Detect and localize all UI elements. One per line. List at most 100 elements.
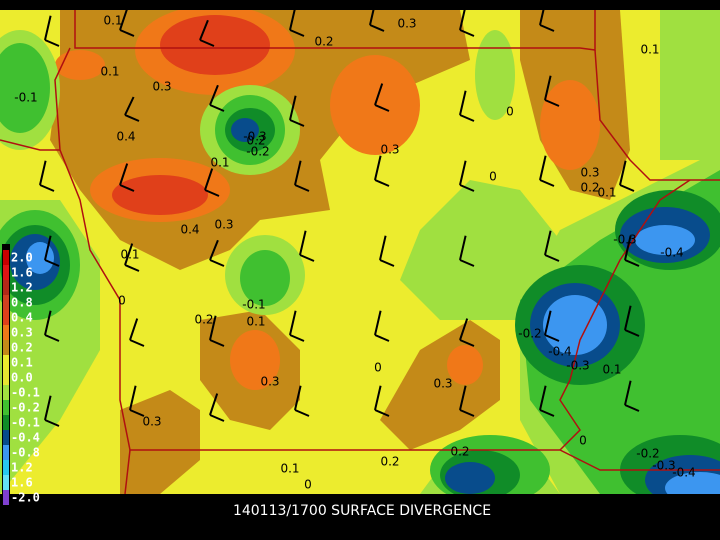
wind-barb (204, 168, 220, 197)
contour-label: 0 (489, 170, 497, 184)
map-title: 140113/1700 SURFACE DIVERGENCE (233, 503, 491, 519)
contour-label: 0.3 (580, 166, 599, 180)
wind-barb (209, 84, 225, 112)
legend-swatch (3, 325, 9, 340)
wind-barb (544, 230, 560, 262)
wind-barb (459, 385, 475, 417)
contour-label: 0.2 (450, 445, 469, 459)
contour-label: -0.4 (548, 345, 571, 359)
legend-swatch (3, 295, 9, 310)
wind-barb (129, 318, 145, 347)
wind-barb (624, 235, 640, 267)
legend-swatch (3, 250, 9, 265)
wind-barb (374, 310, 390, 342)
wind-barb (369, 0, 385, 32)
legend-swatch (3, 265, 9, 280)
legend-swatch (3, 355, 9, 370)
contour-label: 0 (374, 361, 382, 375)
legend-label: -0.1 (11, 416, 40, 430)
contour-label: 0.1 (602, 363, 621, 377)
wind-barb (289, 95, 305, 127)
legend-swatch (3, 445, 9, 460)
contour-label: 0 (579, 434, 587, 448)
legend-swatch (3, 385, 9, 400)
contour-label: -0.3 (652, 459, 675, 473)
wind-barb (299, 230, 315, 262)
contour-label: -0.2 (636, 447, 659, 461)
wind-barb (209, 315, 225, 347)
legend-label: 0.0 (11, 371, 33, 385)
contour-label: 0.2 (314, 35, 333, 49)
wind-barb (44, 395, 60, 427)
legend-swatch (3, 460, 9, 475)
contour-label: -0.3 (613, 233, 636, 247)
wind-barb (209, 393, 225, 422)
wind-barb (289, 310, 305, 342)
contour-label: -0.4 (660, 246, 683, 260)
wind-barb (459, 160, 475, 192)
wind-barb (459, 5, 475, 37)
contour-label: -0.1 (14, 91, 37, 105)
wind-barb (374, 155, 390, 187)
contour-label: 0.4 (116, 130, 135, 144)
legend-label: 0.4 (11, 311, 33, 325)
legend-label: 0.3 (11, 326, 33, 340)
wind-barb (199, 19, 215, 47)
legend-swatch (3, 340, 9, 355)
legend-label: -2.0 (11, 491, 40, 505)
contour-label: -0.3 (243, 130, 266, 144)
legend-swatch (3, 430, 9, 445)
wind-barb (379, 235, 395, 267)
wind-barb (544, 310, 560, 342)
contour-label: 0 (304, 478, 312, 492)
contour-label: 0.1 (280, 462, 299, 476)
wind-barb (544, 75, 560, 107)
wind-barb (459, 235, 475, 267)
legend-swatch (3, 400, 9, 415)
contour-label: -0.2 (518, 327, 541, 341)
contour-label: 0.3 (380, 143, 399, 157)
contour-label: 0.3 (142, 415, 161, 429)
wind-barb (619, 160, 635, 192)
contour-label: 0.4 (180, 223, 199, 237)
wind-barb (539, 0, 555, 32)
contour-label: -0.4 (672, 466, 695, 480)
wind-barb (624, 305, 640, 337)
wind-barb (119, 8, 135, 37)
contour-label: -0.1 (242, 298, 265, 312)
legend-swatch (3, 490, 9, 505)
contour-label: 0 (506, 105, 514, 119)
legend-swatch (3, 310, 9, 325)
wind-barb (119, 163, 135, 192)
contour-label: 0.1 (100, 65, 119, 79)
wind-barb (44, 235, 60, 267)
wind-barb (539, 155, 555, 187)
wind-barb (44, 15, 60, 47)
contour-label: 0 (118, 294, 126, 308)
contour-label: -0.3 (566, 359, 589, 373)
wind-barb (124, 96, 140, 122)
contour-label: 0.3 (260, 375, 279, 389)
wind-barb (374, 83, 390, 112)
legend-label: 1.2 (11, 461, 33, 475)
wind-barb (624, 380, 640, 412)
legend-label: 1.6 (11, 266, 33, 280)
legend-label: -0.1 (11, 386, 40, 400)
contour-label: 0.3 (433, 377, 452, 391)
contour-label: 0.1 (103, 14, 122, 28)
wind-barb (459, 318, 475, 347)
wind-barb (459, 90, 475, 122)
wind-barb (129, 385, 145, 417)
legend-swatch (3, 415, 9, 430)
wind-barb (39, 160, 55, 192)
contour-label: 0.3 (214, 218, 233, 232)
contour-label: 0.2 (580, 181, 599, 195)
contour-label: 0.2 (194, 313, 213, 327)
legend-label: 0.2 (11, 341, 33, 355)
wind-barb (124, 243, 140, 272)
contour-label: 0.3 (397, 17, 416, 31)
legend-swatch (3, 370, 9, 385)
legend-label: 0.8 (11, 296, 33, 310)
